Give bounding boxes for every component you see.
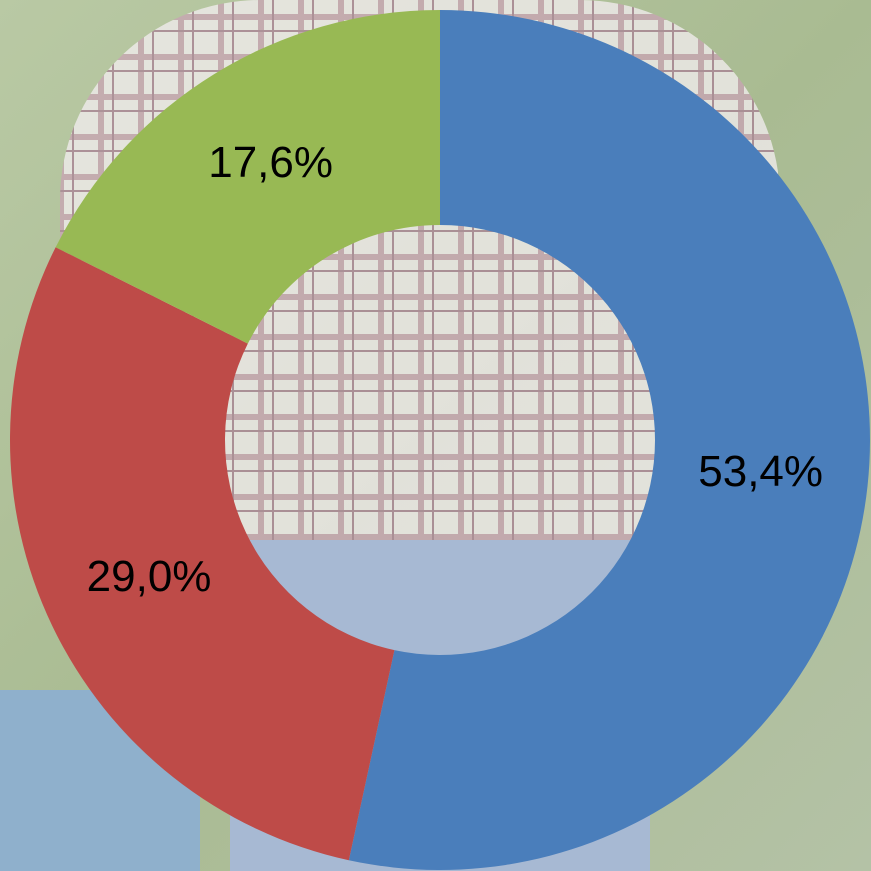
donut-slice [9, 247, 395, 861]
donut-slice [55, 10, 440, 344]
donut [9, 10, 871, 870]
data-label: 17,6% [208, 138, 333, 187]
data-label: 29,0% [87, 552, 212, 601]
donut-slice [348, 10, 871, 870]
data-label: 53,4% [698, 447, 823, 496]
